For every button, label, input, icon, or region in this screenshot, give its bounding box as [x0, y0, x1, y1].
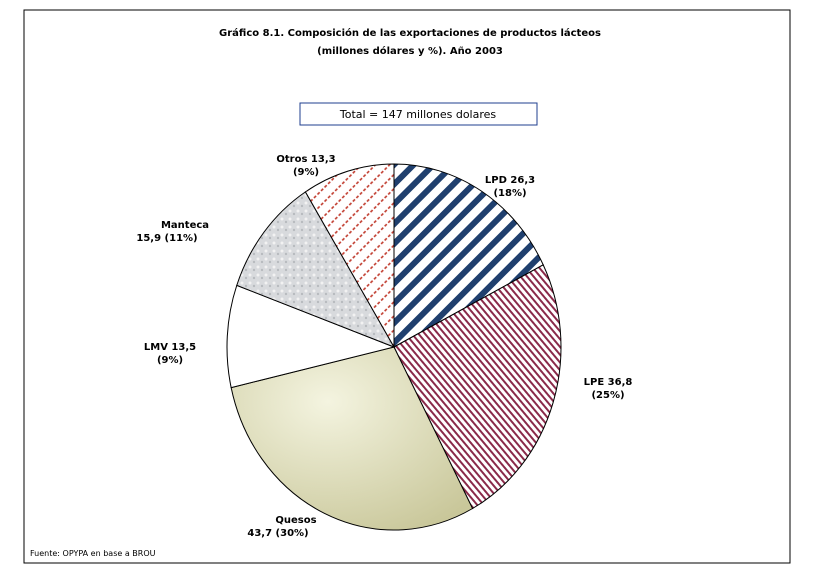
pie-slice [393, 264, 562, 510]
slice-label-part: (9%) [157, 355, 183, 366]
slice-label: Otros 13,3 (9%) [276, 154, 335, 178]
slice-label-part: LMV [144, 342, 168, 353]
pie-slice [304, 163, 395, 349]
total-annotation: Total = 147 millones dolares [339, 108, 497, 121]
slice-label-part: Quesos [275, 515, 316, 526]
total-box [299, 102, 538, 126]
slice-label: Quesos 43,7 (30%) [247, 515, 316, 539]
slice-label-part: (30%) [276, 528, 309, 539]
slice-label-part: 43,7 [247, 528, 272, 539]
slice-label-part: Otros [276, 154, 307, 165]
slice-label-part: 13,5 [171, 342, 196, 353]
slice-label: LPE 36,8 (25%) [584, 377, 633, 401]
source: Fuente: OPYPA en base a BROU [30, 549, 156, 558]
slice-label-part: Manteca [161, 220, 209, 231]
slice-label-part: (9%) [293, 167, 319, 178]
pie-slice [226, 284, 396, 389]
pie-slice [236, 191, 396, 348]
chart-title: Gráfico 8.1. Composición de las exportac… [219, 27, 601, 39]
labels: LPD 26,3 (18%) LPE 36,8 (25%) Quesos 43,7 (30… [136, 154, 632, 539]
chart-subtitle: (millones dólares y %). Año 2003 [317, 45, 503, 57]
slice-label: Manteca 15,9 (11%) [136, 220, 209, 244]
slice-label-part: LPD [485, 175, 507, 186]
pie-slice [393, 163, 544, 348]
slice-label-part: (25%) [591, 390, 624, 401]
slice-label-part: (11%) [165, 233, 198, 244]
slice-label-part: LPE [584, 377, 605, 388]
slice-label-part: (18%) [493, 188, 526, 199]
slice-label-part: 13,3 [311, 154, 336, 165]
slice-label-part: 15,9 [136, 233, 161, 244]
slice-label-part: 26,3 [510, 175, 535, 186]
slice-label: LMV 13,5 (9%) [144, 342, 196, 366]
pie [226, 163, 562, 531]
slice-label: LPD 26,3 (18%) [485, 175, 535, 199]
slice-label-part: 36,8 [608, 377, 633, 388]
pie-slice [230, 346, 474, 531]
